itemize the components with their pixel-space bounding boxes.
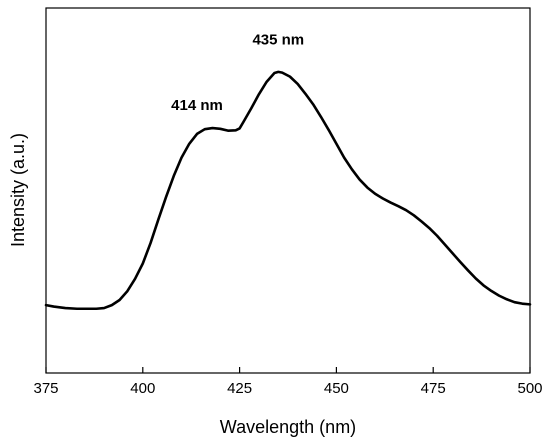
x-tick-label: 475 [421,380,446,397]
x-axis-tick-labels: 375 400 425 450 475 500 [33,380,542,397]
x-axis-title: Wavelength (nm) [220,417,356,437]
x-tick-label: 500 [517,380,542,397]
x-tick-label: 450 [324,380,349,397]
peak-annotations: 414 nm 435 nm [171,32,304,115]
spectrum-line [44,70,532,311]
y-axis-title: Intensity (a.u.) [8,133,28,247]
x-axis-ticks [45,367,531,373]
x-tick-label: 375 [33,380,58,397]
plot-frame [45,7,531,374]
peak-label: 414 nm [171,97,223,114]
x-tick-label: 400 [130,380,155,397]
x-tick-label: 425 [227,380,252,397]
peak-label: 435 nm [252,32,304,49]
